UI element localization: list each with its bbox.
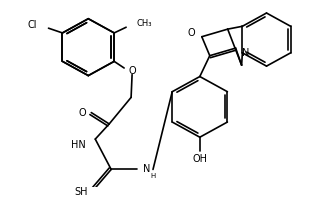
Text: O: O <box>128 66 136 76</box>
Text: N: N <box>242 48 249 58</box>
Text: N: N <box>143 164 150 174</box>
Text: O: O <box>79 108 86 118</box>
Text: HN: HN <box>71 140 85 150</box>
Text: SH: SH <box>75 187 88 197</box>
Text: Cl: Cl <box>27 20 36 30</box>
Text: CH₃: CH₃ <box>136 19 152 28</box>
Text: O: O <box>187 28 195 38</box>
Text: H: H <box>150 173 155 179</box>
Text: OH: OH <box>192 154 207 164</box>
